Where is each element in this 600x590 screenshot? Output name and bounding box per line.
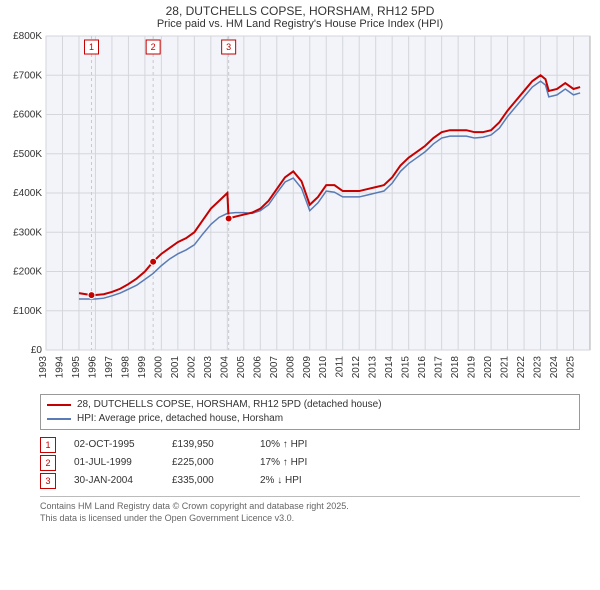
events-table: 1 02-OCT-1995 £139,950 10% ↑ HPI 2 01-JUL-199… [40, 436, 580, 490]
svg-text:2012: 2012 [351, 356, 362, 379]
license-footer: Contains HM Land Registry data © Crown c… [40, 496, 580, 524]
svg-text:£600K: £600K [13, 110, 42, 121]
svg-text:2006: 2006 [252, 356, 263, 379]
svg-text:2011: 2011 [335, 356, 346, 378]
event-date: 30-JAN-2004 [74, 472, 154, 490]
svg-text:1: 1 [89, 42, 94, 52]
svg-text:2: 2 [151, 42, 156, 52]
svg-text:£100K: £100K [13, 306, 42, 317]
page-title: 28, DUTCHELLS COPSE, HORSHAM, RH12 5PD [0, 4, 600, 18]
svg-text:£400K: £400K [13, 188, 42, 199]
svg-text:2001: 2001 [170, 356, 181, 379]
footer-line: This data is licensed under the Open Gov… [40, 512, 580, 524]
page-subtitle: Price paid vs. HM Land Registry's House … [0, 18, 600, 30]
event-delta: 17% ↑ HPI [260, 454, 340, 472]
svg-text:2018: 2018 [450, 356, 461, 379]
event-price: £225,000 [172, 454, 242, 472]
svg-text:2004: 2004 [219, 356, 230, 379]
svg-text:2013: 2013 [368, 356, 379, 379]
svg-text:£0: £0 [31, 345, 43, 356]
svg-text:2005: 2005 [236, 356, 247, 379]
svg-text:2009: 2009 [302, 356, 313, 379]
svg-text:£700K: £700K [13, 70, 42, 81]
svg-text:2020: 2020 [483, 356, 494, 379]
svg-text:2019: 2019 [467, 356, 478, 379]
chart-legend: 28, DUTCHELLS COPSE, HORSHAM, RH12 5PD (… [40, 394, 580, 430]
svg-text:2003: 2003 [203, 356, 214, 379]
svg-text:2015: 2015 [401, 356, 412, 379]
svg-text:2000: 2000 [153, 356, 164, 379]
svg-text:1995: 1995 [71, 356, 82, 379]
svg-text:1996: 1996 [87, 356, 98, 379]
svg-text:1997: 1997 [104, 356, 115, 379]
event-delta: 10% ↑ HPI [260, 436, 340, 454]
svg-text:1993: 1993 [38, 356, 49, 379]
svg-text:1994: 1994 [54, 356, 65, 379]
legend-swatch [47, 404, 71, 406]
event-row: 2 01-JUL-1999 £225,000 17% ↑ HPI [40, 454, 580, 472]
svg-text:1999: 1999 [137, 356, 148, 379]
svg-text:2016: 2016 [417, 356, 428, 379]
event-marker-box: 1 [40, 437, 56, 453]
svg-text:£200K: £200K [13, 267, 42, 278]
event-marker-box: 2 [40, 455, 56, 471]
legend-label: HPI: Average price, detached house, Hors… [77, 412, 283, 426]
event-price: £335,000 [172, 472, 242, 490]
svg-text:2002: 2002 [186, 356, 197, 379]
event-marker-box: 3 [40, 473, 56, 489]
legend-swatch [47, 418, 71, 420]
event-row: 3 30-JAN-2004 £335,000 2% ↓ HPI [40, 472, 580, 490]
svg-text:2023: 2023 [533, 356, 544, 379]
footer-line: Contains HM Land Registry data © Crown c… [40, 500, 580, 512]
price-chart: £0 £100K £200K £300K £400K £500K £600K £700K £80… [0, 30, 600, 390]
legend-item: 28, DUTCHELLS COPSE, HORSHAM, RH12 5PD (… [47, 398, 573, 412]
svg-text:2017: 2017 [434, 356, 445, 379]
svg-text:2008: 2008 [285, 356, 296, 379]
svg-text:3: 3 [226, 42, 231, 52]
svg-text:2007: 2007 [269, 356, 280, 379]
legend-label: 28, DUTCHELLS COPSE, HORSHAM, RH12 5PD (… [77, 398, 382, 412]
event-price: £139,950 [172, 436, 242, 454]
event-date: 01-JUL-1999 [74, 454, 154, 472]
svg-text:£800K: £800K [13, 31, 42, 42]
event-date: 02-OCT-1995 [74, 436, 154, 454]
svg-text:2010: 2010 [318, 356, 329, 379]
svg-text:2014: 2014 [384, 356, 395, 379]
svg-text:£300K: £300K [13, 227, 42, 238]
event-row: 1 02-OCT-1995 £139,950 10% ↑ HPI [40, 436, 580, 454]
svg-text:1998: 1998 [120, 356, 131, 379]
svg-text:2025: 2025 [566, 356, 577, 379]
legend-item: HPI: Average price, detached house, Hors… [47, 412, 573, 426]
svg-text:£500K: £500K [13, 149, 42, 160]
svg-text:2024: 2024 [549, 356, 560, 379]
svg-text:2022: 2022 [516, 356, 527, 379]
event-delta: 2% ↓ HPI [260, 472, 340, 490]
svg-text:2021: 2021 [500, 356, 511, 379]
